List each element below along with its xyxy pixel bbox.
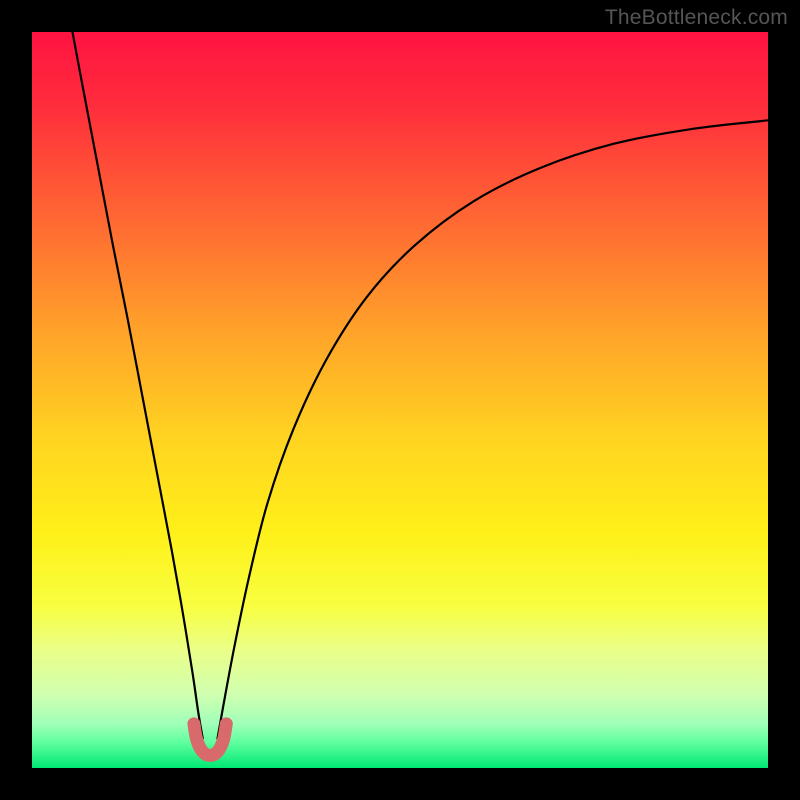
chart-frame: TheBottleneck.com xyxy=(0,0,800,800)
bottleneck-chart xyxy=(32,32,768,768)
watermark-text: TheBottleneck.com xyxy=(605,6,788,30)
